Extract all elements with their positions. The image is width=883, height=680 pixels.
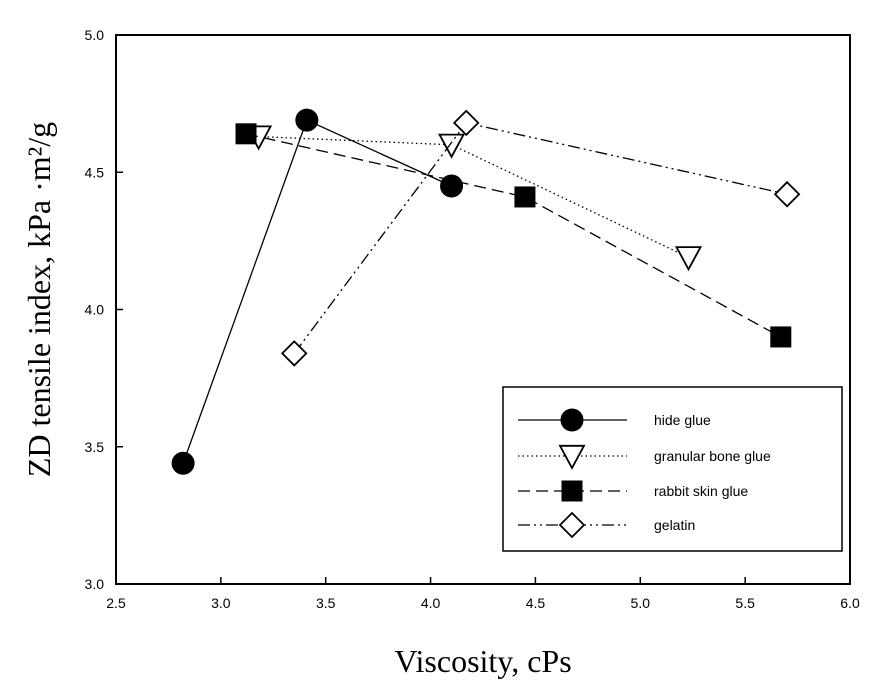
y-axis-title: ZD tensile index, kPa ·m²/g [21,122,57,477]
legend-item-granular-bone-glue: granular bone glue [518,444,771,470]
legend-marker [558,444,586,470]
y-tick-label: 3.5 [85,439,105,455]
data-point-gelatin [773,180,801,208]
legend-label: gelatin [654,517,695,533]
y-tick-label: 4.0 [85,302,105,318]
x-tick-label: 6.0 [840,595,860,611]
data-point-rabbit-skin-glue [235,123,257,145]
y-tick-label: 5.0 [85,27,105,43]
x-tick-label: 2.5 [106,595,126,611]
legend-item-hide-glue: hide glue [518,408,711,432]
data-point-gelatin [452,109,480,137]
legend-label: granular bone glue [654,448,771,464]
legend-item-gelatin: gelatin [518,511,695,539]
data-point-rabbit-skin-glue [770,326,792,348]
legend-box [502,386,843,552]
legend-marker [561,480,583,502]
legend-marker [560,408,584,432]
data-point-gelatin [280,340,308,367]
data-point-granular-bone-glue [675,246,703,272]
tick-layer: 2.5 3.0 3.5 4.0 4.5 5.0 5.5 6.03.03.54.04.55.0 [85,27,860,611]
data-point-granular-bone-glue [438,133,466,159]
data-point-hide-glue [295,108,319,132]
y-tick-label: 4.5 [85,164,105,180]
data-point-hide-glue [171,451,195,475]
legend-label: hide glue [654,412,711,428]
data-point-rabbit-skin-glue [514,186,536,208]
series-line-rabbit-skin-glue [245,133,782,338]
legend-item-rabbit-skin-glue: rabbit skin glue [518,480,748,502]
data-point-hide-glue [440,174,464,198]
series-gelatin [280,109,801,367]
x-tick-label: 5.0 [631,595,651,611]
x-axis-title: Viscosity, cPs [394,643,571,679]
x-tick-label: 4.0 [421,595,441,611]
legend: hide glue granular bone glue rabbit skin g… [502,386,843,552]
plot-frame [115,34,851,585]
x-tick-label: 4.5 [526,595,546,611]
series-layer [171,108,801,475]
x-tick-label: 5.5 [735,595,755,611]
x-tick-label: 3.5 [316,595,336,611]
series-line-granular-bone-glue [258,135,689,258]
legend-label: rabbit skin glue [654,483,748,499]
series-hide-glue [171,108,464,475]
y-tick-label: 3.0 [85,576,105,592]
series-rabbit-skin-glue [235,123,792,348]
legend-marker [558,511,586,539]
x-tick-label: 3.0 [211,595,231,611]
